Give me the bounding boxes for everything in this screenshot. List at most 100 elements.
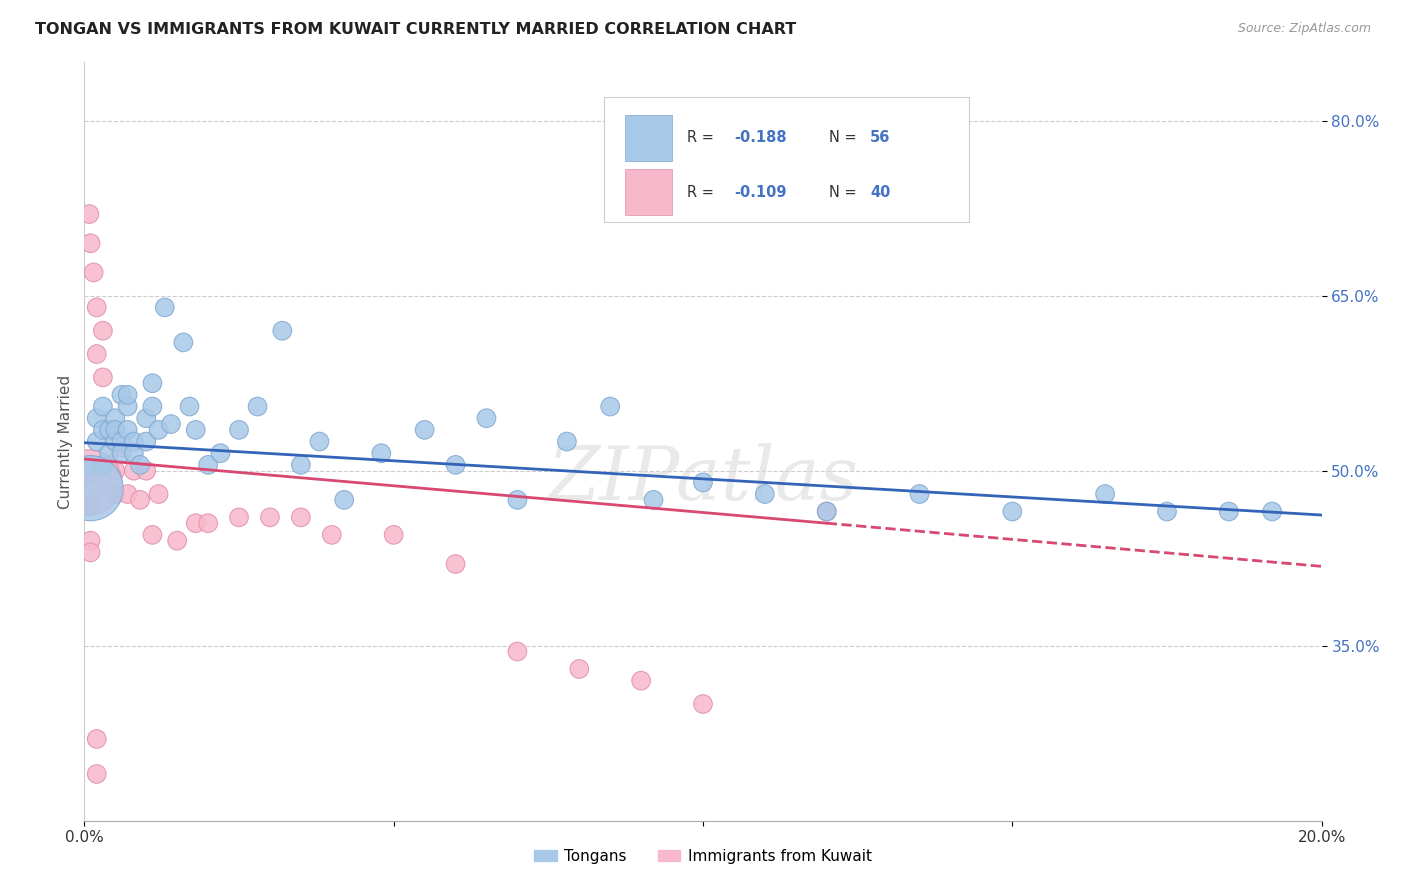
Point: [98, 423, 121, 437]
Point: [86, 767, 108, 781]
Point: [148, 423, 170, 437]
Point: [197, 516, 219, 531]
Point: [98, 458, 121, 472]
Point: [908, 487, 931, 501]
Point: [117, 400, 139, 414]
Point: [135, 464, 157, 478]
Point: [444, 557, 467, 571]
Point: [91, 324, 114, 338]
Point: [290, 510, 312, 524]
Text: TONGAN VS IMMIGRANTS FROM KUWAIT CURRENTLY MARRIED CORRELATION CHART: TONGAN VS IMMIGRANTS FROM KUWAIT CURRENT…: [35, 22, 796, 37]
Point: [184, 423, 207, 437]
Point: [122, 464, 145, 478]
Text: R =: R =: [688, 130, 718, 145]
Point: [110, 441, 132, 455]
Point: [290, 458, 312, 472]
Point: [506, 492, 529, 507]
Text: -0.188: -0.188: [734, 130, 786, 145]
Point: [104, 434, 127, 449]
Point: [135, 411, 157, 425]
Point: [370, 446, 392, 460]
Point: [333, 492, 356, 507]
Point: [79, 481, 101, 495]
Point: [86, 411, 108, 425]
Text: Source: ZipAtlas.com: Source: ZipAtlas.com: [1237, 22, 1371, 36]
Point: [91, 458, 114, 472]
Point: [148, 487, 170, 501]
Point: [1156, 504, 1178, 518]
Point: [91, 423, 114, 437]
Point: [129, 492, 152, 507]
Point: [166, 533, 188, 548]
Point: [321, 528, 343, 542]
Point: [110, 446, 132, 460]
Point: [83, 265, 105, 279]
Point: [271, 324, 294, 338]
Point: [79, 207, 101, 221]
Point: [98, 423, 121, 437]
Point: [692, 475, 714, 490]
Text: -0.109: -0.109: [734, 185, 786, 200]
Point: [692, 697, 714, 711]
Point: [117, 423, 139, 437]
Point: [76, 469, 98, 483]
Point: [104, 487, 127, 501]
Point: [141, 376, 163, 391]
Text: ZIPatlas: ZIPatlas: [547, 443, 859, 516]
Point: [228, 423, 250, 437]
Point: [1218, 504, 1240, 518]
FancyBboxPatch shape: [605, 96, 969, 221]
Point: [79, 545, 101, 559]
Point: [117, 487, 139, 501]
Point: [104, 423, 127, 437]
Point: [179, 400, 201, 414]
Point: [308, 434, 330, 449]
Text: 56: 56: [870, 130, 890, 145]
Y-axis label: Currently Married: Currently Married: [58, 375, 73, 508]
Point: [382, 528, 405, 542]
Point: [754, 487, 776, 501]
Point: [79, 464, 101, 478]
Point: [79, 475, 101, 490]
Point: [86, 347, 108, 361]
Point: [104, 411, 127, 425]
Point: [413, 423, 436, 437]
Point: [122, 434, 145, 449]
Point: [86, 731, 108, 746]
Point: [506, 644, 529, 658]
Point: [815, 504, 838, 518]
Point: [104, 464, 127, 478]
Point: [184, 516, 207, 531]
Point: [1261, 504, 1284, 518]
Point: [643, 492, 665, 507]
Point: [475, 411, 498, 425]
Point: [153, 301, 176, 315]
Point: [228, 510, 250, 524]
Text: N =: N =: [830, 185, 862, 200]
Point: [91, 370, 114, 384]
Point: [568, 662, 591, 676]
Point: [246, 400, 269, 414]
Point: [1001, 504, 1024, 518]
Point: [172, 335, 194, 350]
Point: [555, 434, 578, 449]
Point: [129, 458, 152, 472]
Point: [815, 504, 838, 518]
Point: [79, 458, 101, 472]
Point: [141, 528, 163, 542]
Point: [91, 400, 114, 414]
Point: [160, 417, 183, 431]
Point: [599, 400, 621, 414]
Point: [79, 236, 101, 251]
Text: N =: N =: [830, 130, 862, 145]
Legend: Tongans, Immigrants from Kuwait: Tongans, Immigrants from Kuwait: [527, 843, 879, 870]
Point: [135, 434, 157, 449]
Point: [122, 446, 145, 460]
Point: [79, 499, 101, 513]
Point: [79, 533, 101, 548]
Point: [259, 510, 281, 524]
Point: [197, 458, 219, 472]
Point: [86, 301, 108, 315]
Point: [630, 673, 652, 688]
Point: [110, 434, 132, 449]
